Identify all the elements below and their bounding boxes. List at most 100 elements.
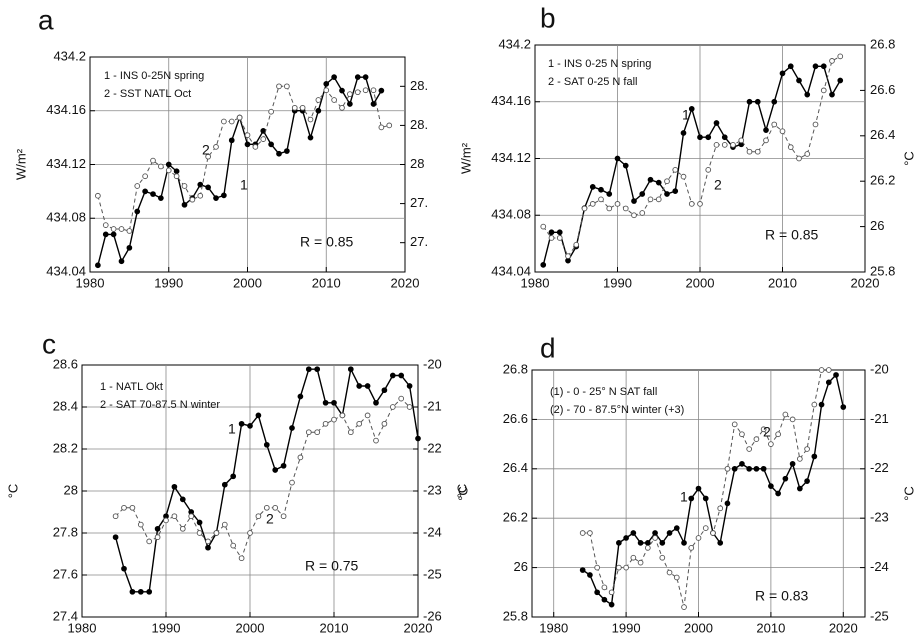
legend-text: 2 - SAT 70-87.5 N winter bbox=[100, 399, 220, 411]
data-point bbox=[647, 176, 654, 183]
data-point bbox=[608, 589, 615, 596]
data-point bbox=[652, 530, 658, 536]
y-tick-label: 434.04 bbox=[46, 263, 86, 278]
data-point bbox=[406, 404, 413, 410]
data-point bbox=[705, 167, 712, 173]
data-point bbox=[666, 530, 673, 536]
legend-text: 2 - SAT 0-25 N fall bbox=[548, 76, 637, 88]
data-point bbox=[322, 420, 329, 427]
data-point bbox=[305, 429, 312, 436]
data-point bbox=[121, 565, 127, 572]
data-point bbox=[244, 132, 251, 139]
data-point bbox=[121, 504, 127, 511]
data-point bbox=[247, 530, 253, 536]
data-point bbox=[173, 173, 180, 180]
legend-text: (1) - 0 - 25° N SAT fall bbox=[550, 386, 657, 398]
data-point bbox=[189, 196, 196, 203]
data-point bbox=[702, 525, 709, 531]
y-tick-label: 26.4 bbox=[503, 460, 528, 475]
series-line bbox=[115, 397, 410, 560]
data-point bbox=[284, 148, 290, 154]
data-point bbox=[688, 201, 695, 207]
x-tick-label: 2010 bbox=[320, 620, 349, 635]
data-point bbox=[373, 437, 379, 444]
data-point bbox=[754, 98, 761, 105]
data-point bbox=[589, 201, 596, 207]
data-point bbox=[775, 490, 781, 497]
data-point bbox=[305, 366, 312, 373]
y-tick-label: 26.2 bbox=[503, 510, 528, 525]
data-point bbox=[356, 383, 363, 389]
data-point bbox=[230, 473, 237, 480]
data-point bbox=[150, 191, 156, 197]
data-point bbox=[255, 412, 262, 419]
data-point bbox=[606, 205, 613, 212]
data-point bbox=[804, 446, 810, 452]
y-tick-label: 434.12 bbox=[491, 150, 531, 165]
data-point bbox=[134, 208, 141, 215]
data-point bbox=[154, 534, 161, 541]
data-point bbox=[205, 544, 211, 551]
x-tick-label: 1990 bbox=[154, 275, 183, 290]
x-tick-label: 2000 bbox=[233, 275, 262, 290]
annotation: R = 0.85 bbox=[765, 227, 819, 243]
data-point bbox=[818, 401, 825, 408]
data-point bbox=[639, 191, 646, 197]
y2-tick-label: 26.2 bbox=[870, 173, 895, 188]
data-point bbox=[782, 475, 789, 482]
series-label: 1 bbox=[228, 421, 236, 437]
y2-tick-label: -24 bbox=[423, 524, 442, 539]
y2-tick-label: -20 bbox=[870, 361, 889, 376]
data-point bbox=[598, 196, 604, 203]
data-point bbox=[622, 205, 629, 212]
data-point bbox=[664, 178, 670, 185]
data-point bbox=[102, 231, 109, 238]
data-point bbox=[150, 157, 156, 164]
y-tick-label: 28.6 bbox=[53, 356, 78, 371]
data-point bbox=[616, 540, 622, 546]
data-point bbox=[347, 101, 353, 107]
data-point bbox=[314, 366, 321, 373]
data-point bbox=[812, 63, 819, 70]
data-point bbox=[724, 465, 731, 472]
data-point bbox=[837, 53, 844, 60]
data-point bbox=[622, 162, 629, 169]
annotation: R = 0.83 bbox=[755, 588, 809, 604]
data-point bbox=[630, 530, 637, 536]
data-point bbox=[738, 137, 745, 144]
data-point bbox=[659, 540, 666, 546]
data-point bbox=[754, 148, 761, 155]
data-point bbox=[779, 70, 786, 77]
y-tick-label: 434.08 bbox=[491, 207, 531, 222]
y-tick-label: 434.12 bbox=[46, 156, 86, 171]
x-tick-label: 1990 bbox=[603, 275, 632, 290]
data-point bbox=[381, 420, 388, 427]
x-tick-label: 2000 bbox=[686, 275, 715, 290]
data-point bbox=[228, 118, 235, 125]
y-tick-label: 434.2 bbox=[498, 36, 531, 51]
data-point bbox=[373, 399, 379, 406]
data-point bbox=[717, 505, 724, 512]
data-point bbox=[573, 241, 580, 248]
data-point bbox=[322, 399, 329, 406]
data-point bbox=[255, 513, 262, 520]
data-point bbox=[110, 231, 117, 238]
x-tick-label: 1980 bbox=[76, 275, 105, 290]
data-point bbox=[280, 462, 287, 469]
data-point bbox=[173, 168, 180, 175]
data-point bbox=[829, 91, 835, 98]
y2-tick-label: 26.6 bbox=[870, 82, 895, 97]
y2-tick-label: -25 bbox=[423, 566, 442, 581]
data-point bbox=[730, 142, 736, 148]
data-point bbox=[581, 205, 588, 212]
data-point bbox=[666, 569, 673, 576]
x-tick-label: 2010 bbox=[756, 620, 785, 635]
data-point bbox=[804, 478, 810, 485]
data-point bbox=[236, 114, 243, 121]
data-point bbox=[556, 229, 563, 236]
data-point bbox=[354, 89, 361, 96]
x-tick-label: 2010 bbox=[768, 275, 797, 290]
data-point bbox=[146, 588, 153, 595]
y2-tick-label: -22 bbox=[423, 440, 442, 455]
